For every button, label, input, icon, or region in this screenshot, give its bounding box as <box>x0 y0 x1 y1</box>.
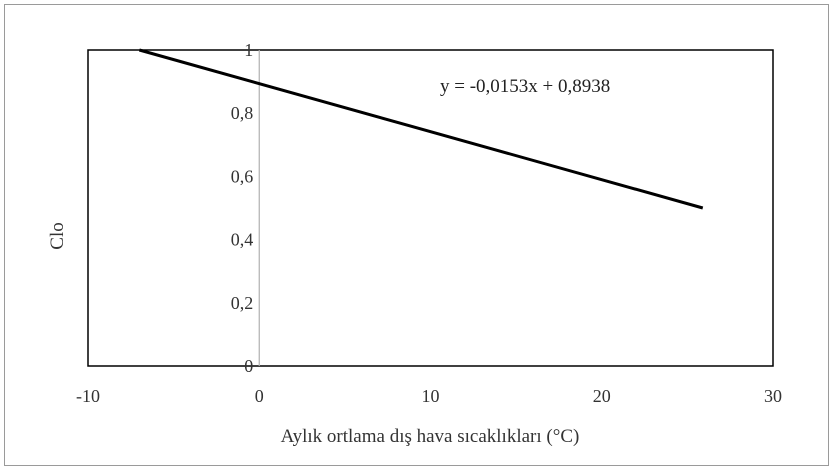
x-tick-label: 0 <box>255 386 264 406</box>
series-line <box>138 48 704 210</box>
y-tick-label: 0,6 <box>231 166 254 186</box>
plot-area <box>87 49 774 367</box>
x-tick-label: 10 <box>422 386 440 406</box>
x-tick-label: -10 <box>76 386 100 406</box>
y-tick-label: 0 <box>244 356 253 376</box>
series-group <box>138 48 704 210</box>
y-tick-label: 1 <box>244 40 253 60</box>
y-tick-label: 0,2 <box>231 293 254 313</box>
y-axis-title: Clo <box>47 222 68 249</box>
y-tick-labels: 0 0,2 0,4 0,6 0,8 1 <box>231 40 254 376</box>
trendline-equation: y = -0,0153x + 0,8938 <box>440 76 610 97</box>
x-tick-label: 20 <box>593 386 611 406</box>
y-tick-label: 0,4 <box>231 230 254 250</box>
x-tick-label: 30 <box>764 386 782 406</box>
x-tick-labels: -10 0 10 20 30 <box>76 386 782 406</box>
x-axis-title: Aylık ortlama dış hava sıcaklıkları (°C) <box>281 426 580 447</box>
y-tick-label: 0,8 <box>231 103 254 123</box>
